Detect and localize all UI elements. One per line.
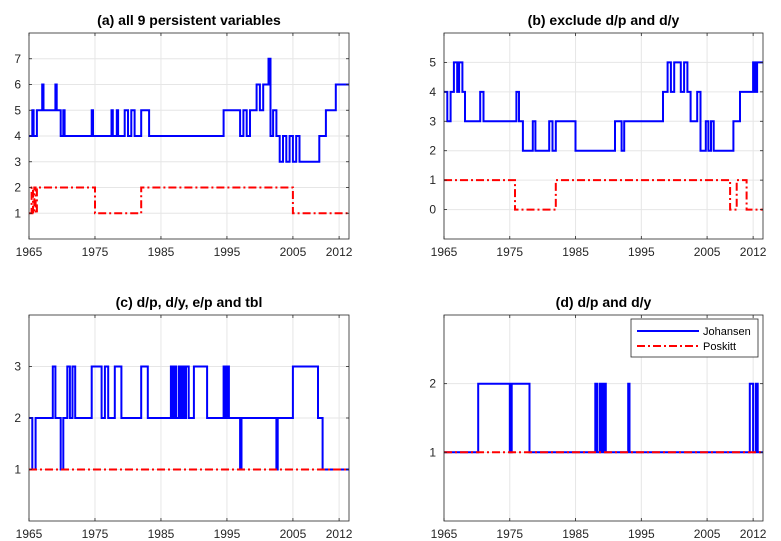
y-tick-label: 1	[429, 173, 436, 187]
legend: Johansen Poskitt	[630, 318, 759, 358]
x-tick-label: 1975	[496, 245, 523, 259]
x-tick-label: 1995	[628, 245, 655, 259]
johansen-series-line	[29, 57, 349, 163]
y-tick-label: 5	[429, 55, 436, 69]
x-tick-label: 1995	[214, 527, 241, 541]
panel-d: 1965 1975 1985 1995 2005 2012 1 2 (d) d/p and d/…	[429, 294, 766, 541]
y-tick-label: 6	[14, 78, 21, 92]
x-tick-label: 1985	[148, 527, 175, 541]
chart-title: (b) exclude d/p and d/y	[528, 12, 680, 28]
johansen-series-line	[444, 382, 763, 454]
y-tick-label: 1	[14, 206, 21, 220]
plot-area	[444, 33, 763, 239]
x-tick-label: 1965	[431, 245, 458, 259]
legend-label-johansen: Johansen	[703, 326, 751, 338]
poskitt-series-line	[444, 179, 763, 211]
x-tick-label: 2012	[326, 527, 353, 541]
y-tick-label: 3	[14, 360, 21, 374]
axes-box	[443, 32, 764, 240]
x-tick-label: 2005	[280, 245, 307, 259]
y-tick-label: 3	[14, 155, 21, 169]
y-tick-label: 3	[429, 114, 436, 128]
x-tick-label: 1985	[562, 245, 589, 259]
x-tick-label: 2012	[740, 245, 767, 259]
x-tick-label: 1965	[431, 527, 458, 541]
y-tick-label: 1	[429, 445, 436, 459]
x-tick-label: 1975	[82, 527, 109, 541]
y-tick-label: 4	[429, 85, 436, 99]
panel-c: 1965 1975 1985 1995 2005 2012 1 2 3 (c) d/p, d/y,…	[14, 294, 352, 541]
axes-box	[443, 314, 764, 522]
x-tick-label: 1995	[628, 527, 655, 541]
y-tick-label: 2	[14, 411, 21, 425]
y-tick-label: 5	[14, 103, 21, 117]
legend-box	[630, 318, 759, 358]
x-tick-label: 1985	[148, 245, 175, 259]
y-tick-label: 2	[14, 181, 21, 195]
johansen-series-line	[444, 61, 763, 152]
y-tick-label: 7	[14, 52, 21, 66]
x-tick-label: 2012	[326, 245, 353, 259]
x-tick-label: 1965	[16, 527, 43, 541]
x-tick-label: 2005	[694, 527, 721, 541]
chart-title: (d) d/p and d/y	[556, 294, 652, 310]
panel-a: 1965 1975 1985 1995 2005 2012 1 2 3 4 5 6 7 (a) all 9…	[14, 12, 352, 259]
x-tick-label: 1965	[16, 245, 43, 259]
x-tick-label: 2012	[740, 527, 767, 541]
chart-title: (c) d/p, d/y, e/p and tbl	[116, 294, 263, 310]
y-tick-label: 2	[429, 144, 436, 158]
x-tick-label: 1975	[82, 245, 109, 259]
y-tick-label: 0	[429, 203, 436, 217]
johansen-series-line	[29, 365, 349, 471]
x-tick-label: 1985	[562, 527, 589, 541]
x-tick-label: 2005	[694, 245, 721, 259]
x-tick-label: 1975	[496, 527, 523, 541]
legend-label-poskitt: Poskitt	[703, 341, 736, 353]
y-tick-label: 4	[14, 129, 21, 143]
chart-title: (a) all 9 persistent variables	[97, 12, 281, 28]
y-tick-label: 2	[429, 377, 436, 391]
x-tick-label: 1995	[214, 245, 241, 259]
y-tick-label: 1	[14, 463, 21, 477]
x-tick-label: 2005	[280, 527, 307, 541]
